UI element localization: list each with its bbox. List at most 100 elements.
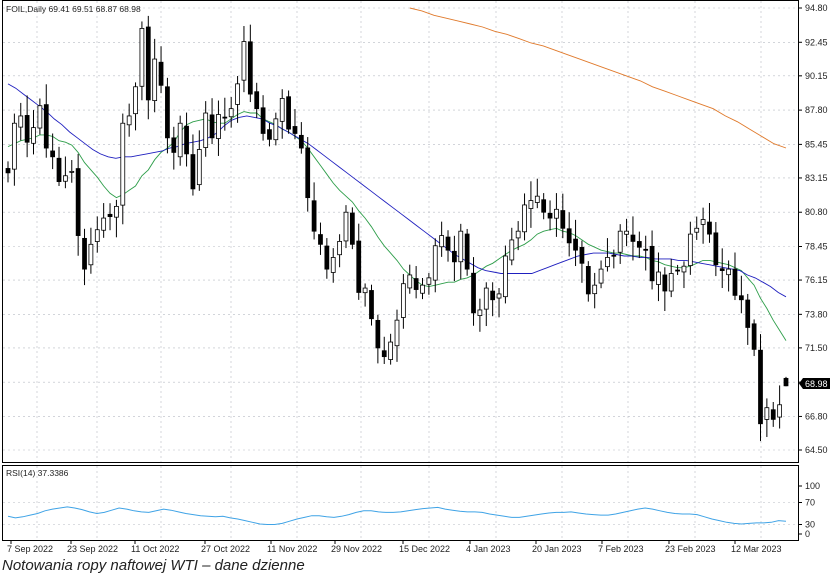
ma-slow-line bbox=[409, 7, 787, 149]
candle-down bbox=[375, 319, 381, 349]
ma-mid-line bbox=[7, 83, 787, 298]
x-tick-label: 7 Feb 2023 bbox=[598, 544, 644, 554]
candle-up bbox=[203, 112, 209, 148]
candle-up bbox=[592, 284, 598, 295]
candle-up bbox=[458, 230, 464, 263]
candle-down bbox=[464, 233, 470, 270]
candle-down bbox=[286, 96, 291, 130]
candle-up bbox=[624, 230, 629, 235]
figure-caption: Notowania ropy naftowej WTI – dane dzien… bbox=[2, 557, 305, 574]
candle-down bbox=[311, 200, 317, 232]
candle-down bbox=[611, 254, 617, 257]
candle-up bbox=[94, 229, 100, 242]
rsi-tick-label: 100 bbox=[805, 481, 820, 491]
candle-down bbox=[643, 248, 649, 251]
candle-up bbox=[114, 205, 119, 218]
y-tick-label: 71.50 bbox=[805, 343, 828, 353]
candle-down bbox=[770, 409, 776, 420]
candle-down bbox=[254, 91, 260, 110]
candle-up bbox=[432, 245, 438, 281]
candle-down bbox=[745, 299, 751, 328]
y-tick-label: 73.80 bbox=[805, 309, 828, 319]
candle-down bbox=[184, 125, 189, 155]
moving-averages bbox=[7, 7, 787, 341]
candle-up bbox=[605, 257, 610, 268]
rsi-tick-label: 30 bbox=[805, 520, 815, 530]
y-tick-label: 85.45 bbox=[805, 139, 828, 149]
candle-down bbox=[783, 377, 789, 387]
candle-up bbox=[216, 114, 221, 139]
x-tick-label: 11 Nov 2022 bbox=[267, 544, 317, 554]
candle-down bbox=[719, 268, 725, 271]
x-tick-label: 11 Oct 2022 bbox=[131, 544, 179, 554]
candle-down bbox=[305, 147, 311, 199]
candle-down bbox=[324, 245, 330, 270]
candle-down bbox=[413, 278, 419, 290]
candle-up bbox=[273, 118, 279, 141]
candle-down bbox=[56, 157, 62, 182]
candle-down bbox=[267, 129, 272, 140]
current-price-marker: 68.98 bbox=[799, 378, 830, 389]
candle-up bbox=[394, 319, 400, 347]
candle-down bbox=[445, 236, 451, 251]
candle-up bbox=[726, 268, 731, 276]
price-chart: 94.80 92.45 90.15 87.80 85.45 83.15 80.80 78.45… bbox=[2, 0, 830, 554]
candle-down bbox=[158, 61, 164, 86]
candle-down bbox=[573, 238, 578, 251]
candle-down bbox=[24, 115, 30, 143]
candle-down bbox=[471, 272, 476, 314]
candle-up bbox=[509, 239, 515, 261]
candle-up bbox=[617, 230, 623, 253]
candle-up bbox=[12, 122, 17, 170]
candle-up bbox=[196, 149, 202, 186]
candle-down bbox=[50, 150, 56, 158]
rsi-panel-frame bbox=[2, 465, 799, 541]
x-tick-label: 12 Mar 2023 bbox=[731, 544, 782, 554]
candle-up bbox=[388, 341, 393, 360]
candle-down bbox=[298, 134, 304, 149]
rsi-header: RSI(14) 37.3386 bbox=[6, 468, 69, 478]
x-tick-label: 15 Dec 2022 bbox=[399, 544, 450, 554]
candle-up bbox=[330, 257, 336, 273]
candle-up bbox=[37, 105, 43, 129]
candle-down bbox=[547, 212, 553, 219]
candle-up bbox=[694, 227, 700, 233]
symbol-header: FOIL,Daily 69.41 69.51 68.87 68.98 bbox=[6, 4, 141, 14]
candle-down bbox=[171, 137, 177, 153]
candle-down bbox=[751, 323, 757, 350]
candle-up bbox=[88, 243, 94, 266]
candle-up bbox=[279, 98, 285, 122]
x-tick-label: 23 Feb 2023 bbox=[665, 544, 716, 554]
x-tick-label: 23 Sep 2022 bbox=[67, 544, 118, 554]
candle-up bbox=[362, 287, 368, 294]
candle-up bbox=[235, 83, 240, 105]
candle-down bbox=[349, 212, 355, 245]
candle-down bbox=[579, 246, 585, 264]
candle-down bbox=[107, 213, 113, 218]
y-tick-label: 94.80 bbox=[805, 3, 828, 13]
rsi-line bbox=[7, 506, 787, 525]
rsi-grid bbox=[3, 466, 798, 540]
candle-up bbox=[522, 204, 527, 233]
candle-up bbox=[177, 122, 183, 158]
candle-down bbox=[675, 269, 680, 272]
candle-up bbox=[120, 122, 126, 206]
candle-up bbox=[503, 255, 508, 298]
y-tick-label: 83.15 bbox=[805, 173, 828, 183]
candle-down bbox=[662, 274, 668, 292]
candle-down bbox=[190, 154, 196, 190]
candle-down bbox=[649, 245, 655, 282]
candle-up bbox=[439, 235, 445, 248]
candle-down bbox=[292, 126, 298, 134]
candle-up bbox=[700, 219, 706, 225]
candle-down bbox=[636, 241, 642, 248]
candle-down bbox=[247, 41, 253, 95]
rsi-tick-label: 0 bbox=[805, 529, 810, 539]
time-axis: 7 Sep 2022 23 Sep 2022 11 Oct 2022 27 Oct 2… bbox=[7, 540, 782, 554]
candle-up bbox=[63, 175, 68, 182]
y-tick-label: 64.50 bbox=[805, 445, 828, 455]
candle-up bbox=[496, 293, 502, 299]
current-price-label: 68.98 bbox=[805, 379, 828, 389]
y-tick-label: 78.45 bbox=[805, 242, 828, 252]
candle-up bbox=[101, 217, 107, 231]
